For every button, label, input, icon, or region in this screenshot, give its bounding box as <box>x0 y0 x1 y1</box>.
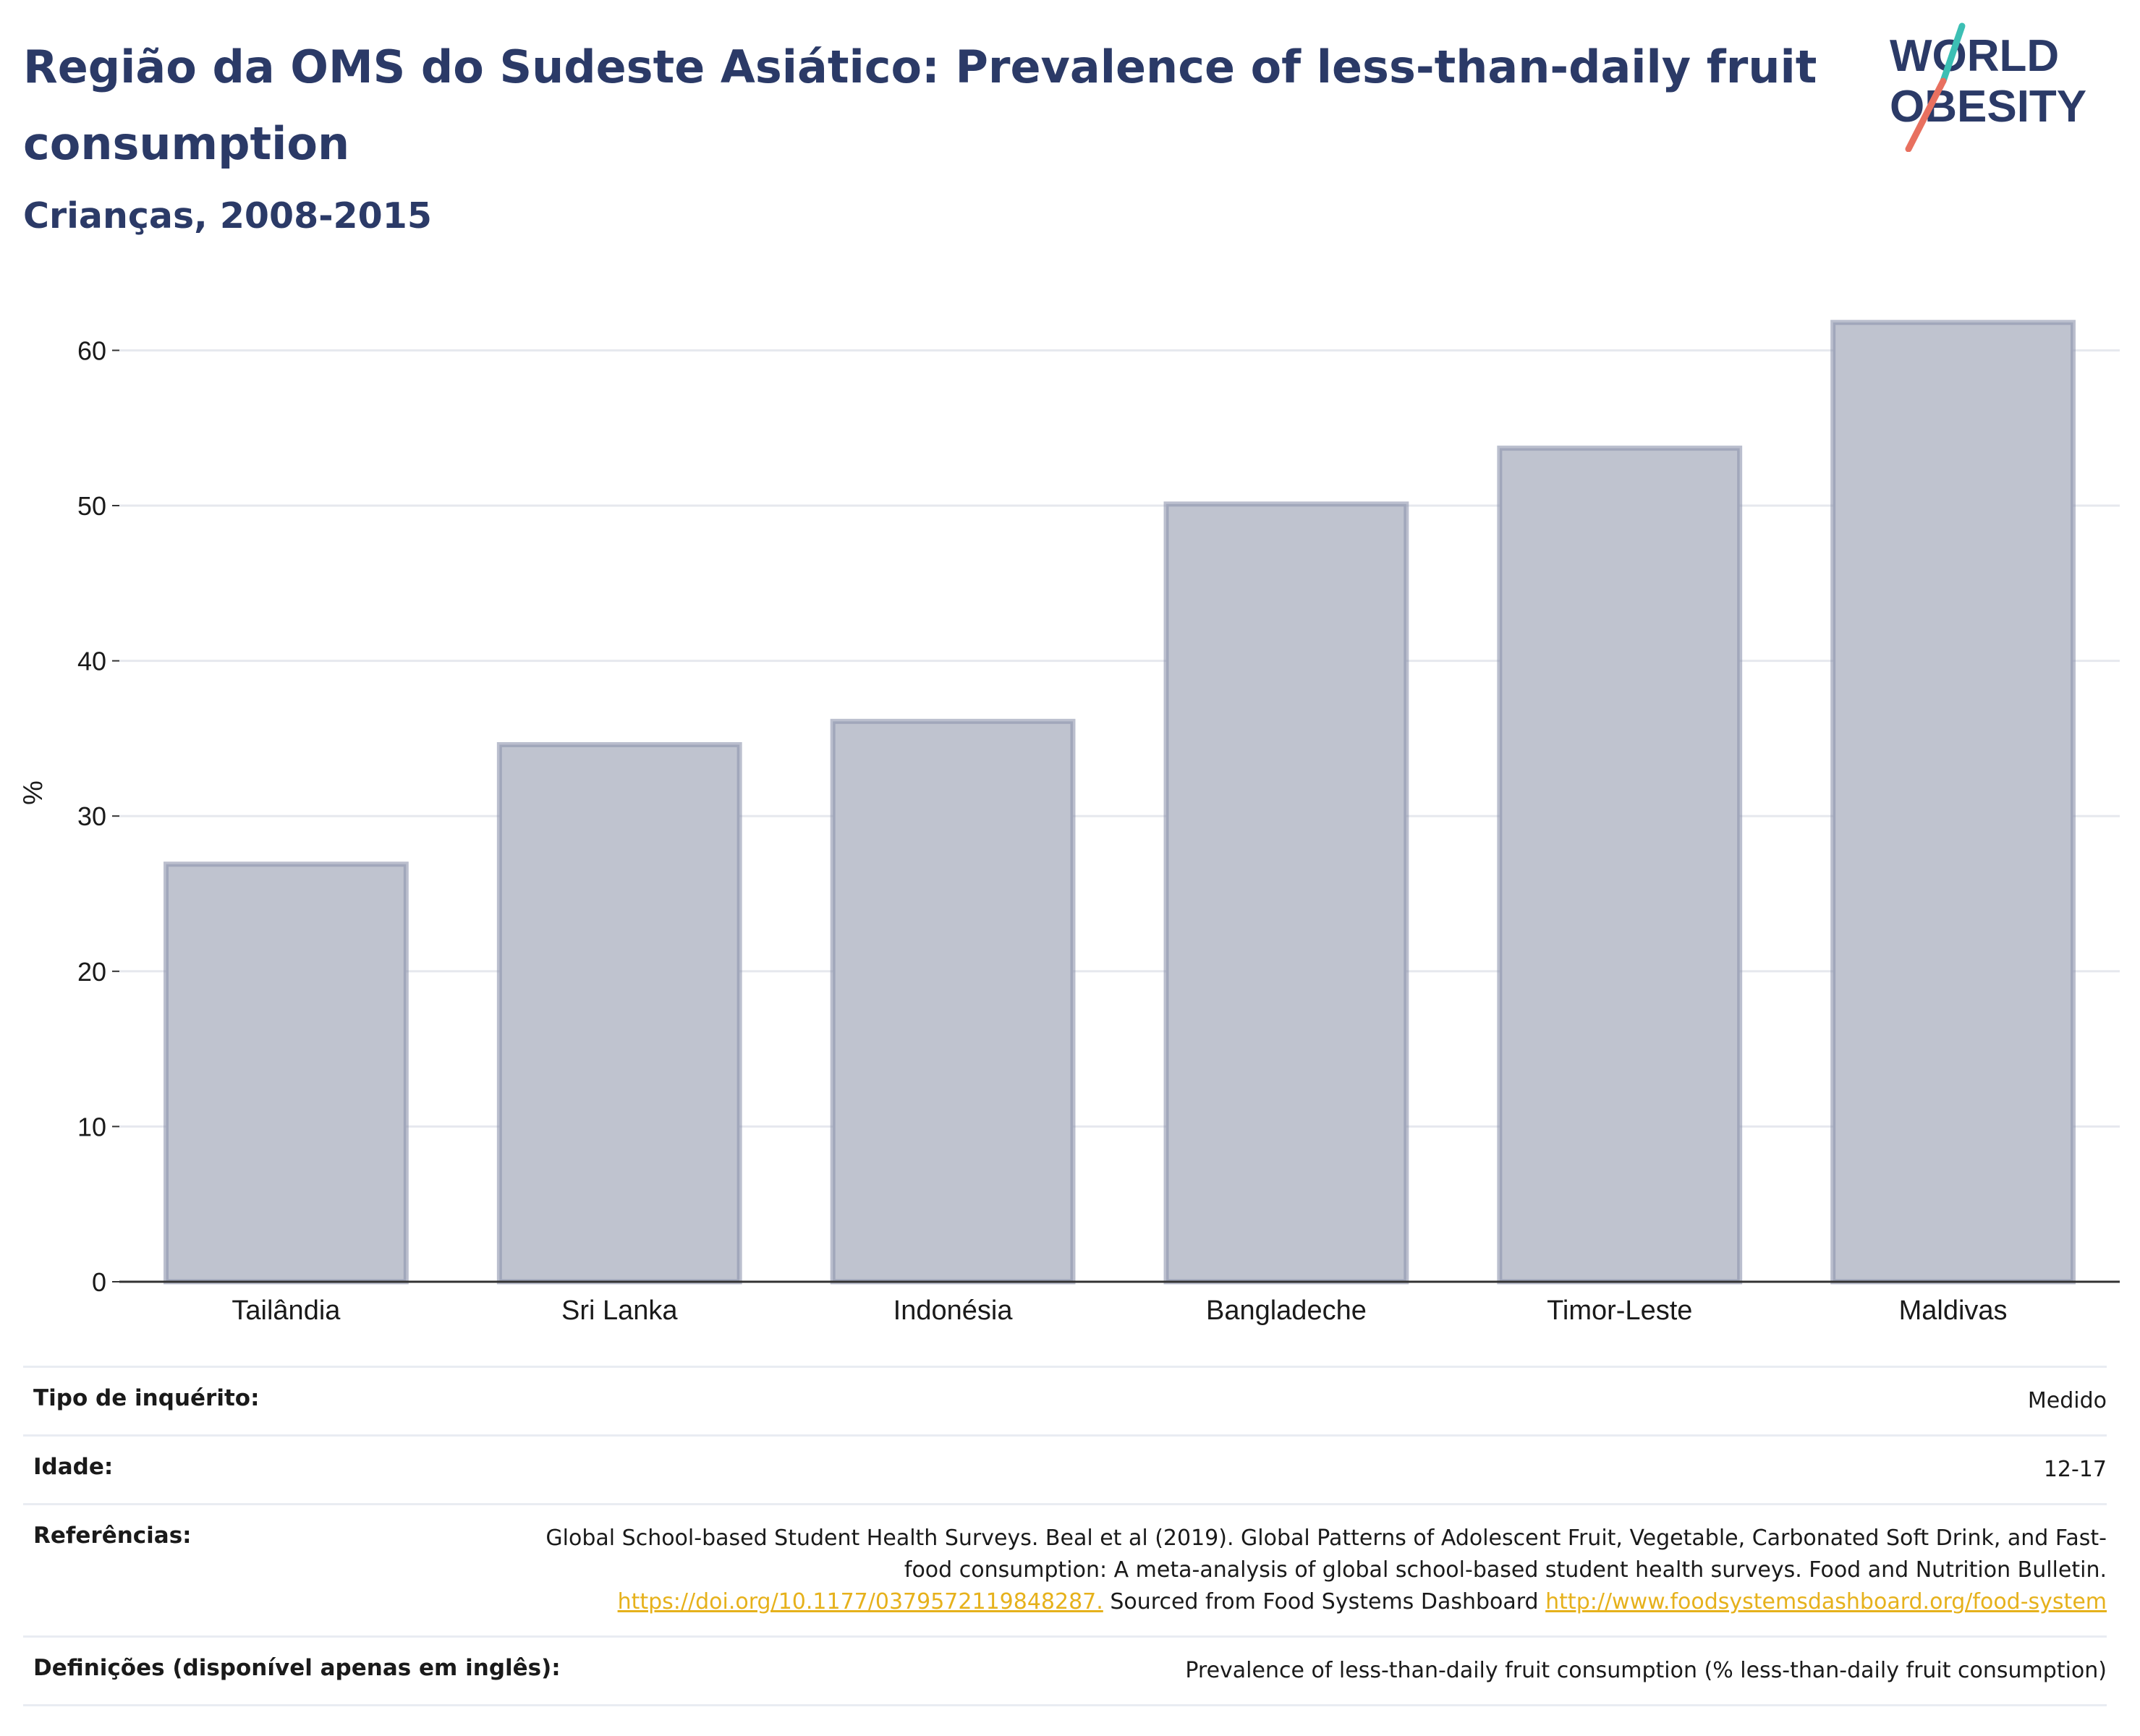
grid-lines <box>119 349 2120 1128</box>
bar <box>496 741 742 1285</box>
bars <box>164 320 2076 1285</box>
y-tick-label: 50 <box>77 491 106 521</box>
metadata-table: Tipo de inquérito: Medido Idade: 12-17 R… <box>23 1366 2107 1706</box>
x-tick-label: Indonésia <box>893 1295 1014 1326</box>
definitions-label: Definições (disponível apenas em inglês)… <box>33 1655 561 1681</box>
age-label: Idade: <box>33 1454 114 1480</box>
bar <box>1830 320 2076 1285</box>
logo-line1: WORLD <box>1890 31 2059 81</box>
meta-row-age: Idade: 12-17 <box>23 1434 2107 1503</box>
references-source-text: Sourced from Food Systems Dashboard <box>1110 1589 1539 1614</box>
references-label: Referências: <box>33 1523 192 1549</box>
chart-subtitle: Crianças, 2008-2015 <box>23 195 432 237</box>
x-tick-label: Maldivas <box>1899 1295 2008 1326</box>
doi-link[interactable]: https://doi.org/10.1177/0379572119848287… <box>617 1589 1103 1614</box>
bar <box>830 718 1076 1285</box>
y-tick-label: 60 <box>77 336 106 365</box>
bar <box>164 861 409 1285</box>
meta-row-definitions: Definições (disponível apenas em inglês)… <box>23 1635 2107 1706</box>
y-tick-label: 10 <box>77 1112 106 1141</box>
x-tick-label: Bangladeche <box>1206 1295 1367 1326</box>
references-text: Global School-based Student Health Surve… <box>545 1526 2107 1583</box>
bar <box>1163 501 1409 1285</box>
age-value: 12-17 <box>2043 1457 2107 1482</box>
food-systems-dashboard-link[interactable]: http://www.foodsystemsdashboard.org/food… <box>1545 1589 2107 1614</box>
logo-slash-coral-icon <box>1905 77 1947 152</box>
logo-slash-teal-icon <box>1940 22 1966 85</box>
y-tick-label: 20 <box>77 957 106 987</box>
axes: 0 10 20 30 40 50 60 Tailândia Sri Lanka Indonésia… <box>77 336 2120 1326</box>
references-value: Global School-based Student Health Surve… <box>530 1523 2107 1618</box>
y-axis-label: % <box>18 780 48 805</box>
y-tick-label: 30 <box>77 801 106 831</box>
chart-title: Região da OMS do Sudeste Asiático: Preva… <box>23 41 1817 170</box>
world-obesity-logo: WORLD OBESITY <box>1890 22 2086 152</box>
x-tick-label: Timor-Leste <box>1547 1295 1692 1326</box>
y-tick-label: 40 <box>77 647 106 676</box>
bar <box>1497 446 1743 1285</box>
x-tick-label: Tailândia <box>232 1295 341 1326</box>
meta-row-references: Referências: Global School-based Student… <box>23 1503 2107 1635</box>
x-tick-label: Sri Lanka <box>561 1295 678 1326</box>
bar-chart: 0 10 20 30 40 50 60 Tailândia Sri Lanka Indonésia… <box>18 320 2120 1326</box>
definitions-value: Prevalence of less-than-daily fruit cons… <box>1185 1658 2107 1683</box>
survey-type-value: Medido <box>2027 1388 2107 1413</box>
y-tick-label: 0 <box>92 1267 106 1297</box>
meta-row-survey-type: Tipo de inquérito: Medido <box>23 1366 2107 1434</box>
survey-type-label: Tipo de inquérito: <box>33 1385 260 1411</box>
